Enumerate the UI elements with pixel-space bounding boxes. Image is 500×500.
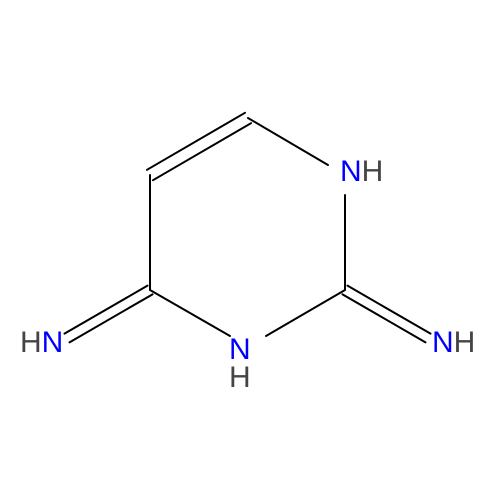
hydrogen-label: H: [229, 361, 251, 394]
molecule-diagram: [0, 0, 500, 500]
atom-n1: NH: [340, 155, 383, 189]
hydrogen-label: H: [362, 155, 384, 188]
nitrogen-label: N: [340, 155, 362, 188]
atom-n3: N H: [229, 333, 251, 395]
atom-nh-right: NH: [432, 326, 475, 360]
nitrogen-label: N: [42, 326, 64, 359]
hydrogen-label: H: [454, 326, 476, 359]
atom-nh-left: HN: [20, 326, 63, 360]
hydrogen-label: H: [20, 326, 42, 359]
nitrogen-label: N: [432, 326, 454, 359]
